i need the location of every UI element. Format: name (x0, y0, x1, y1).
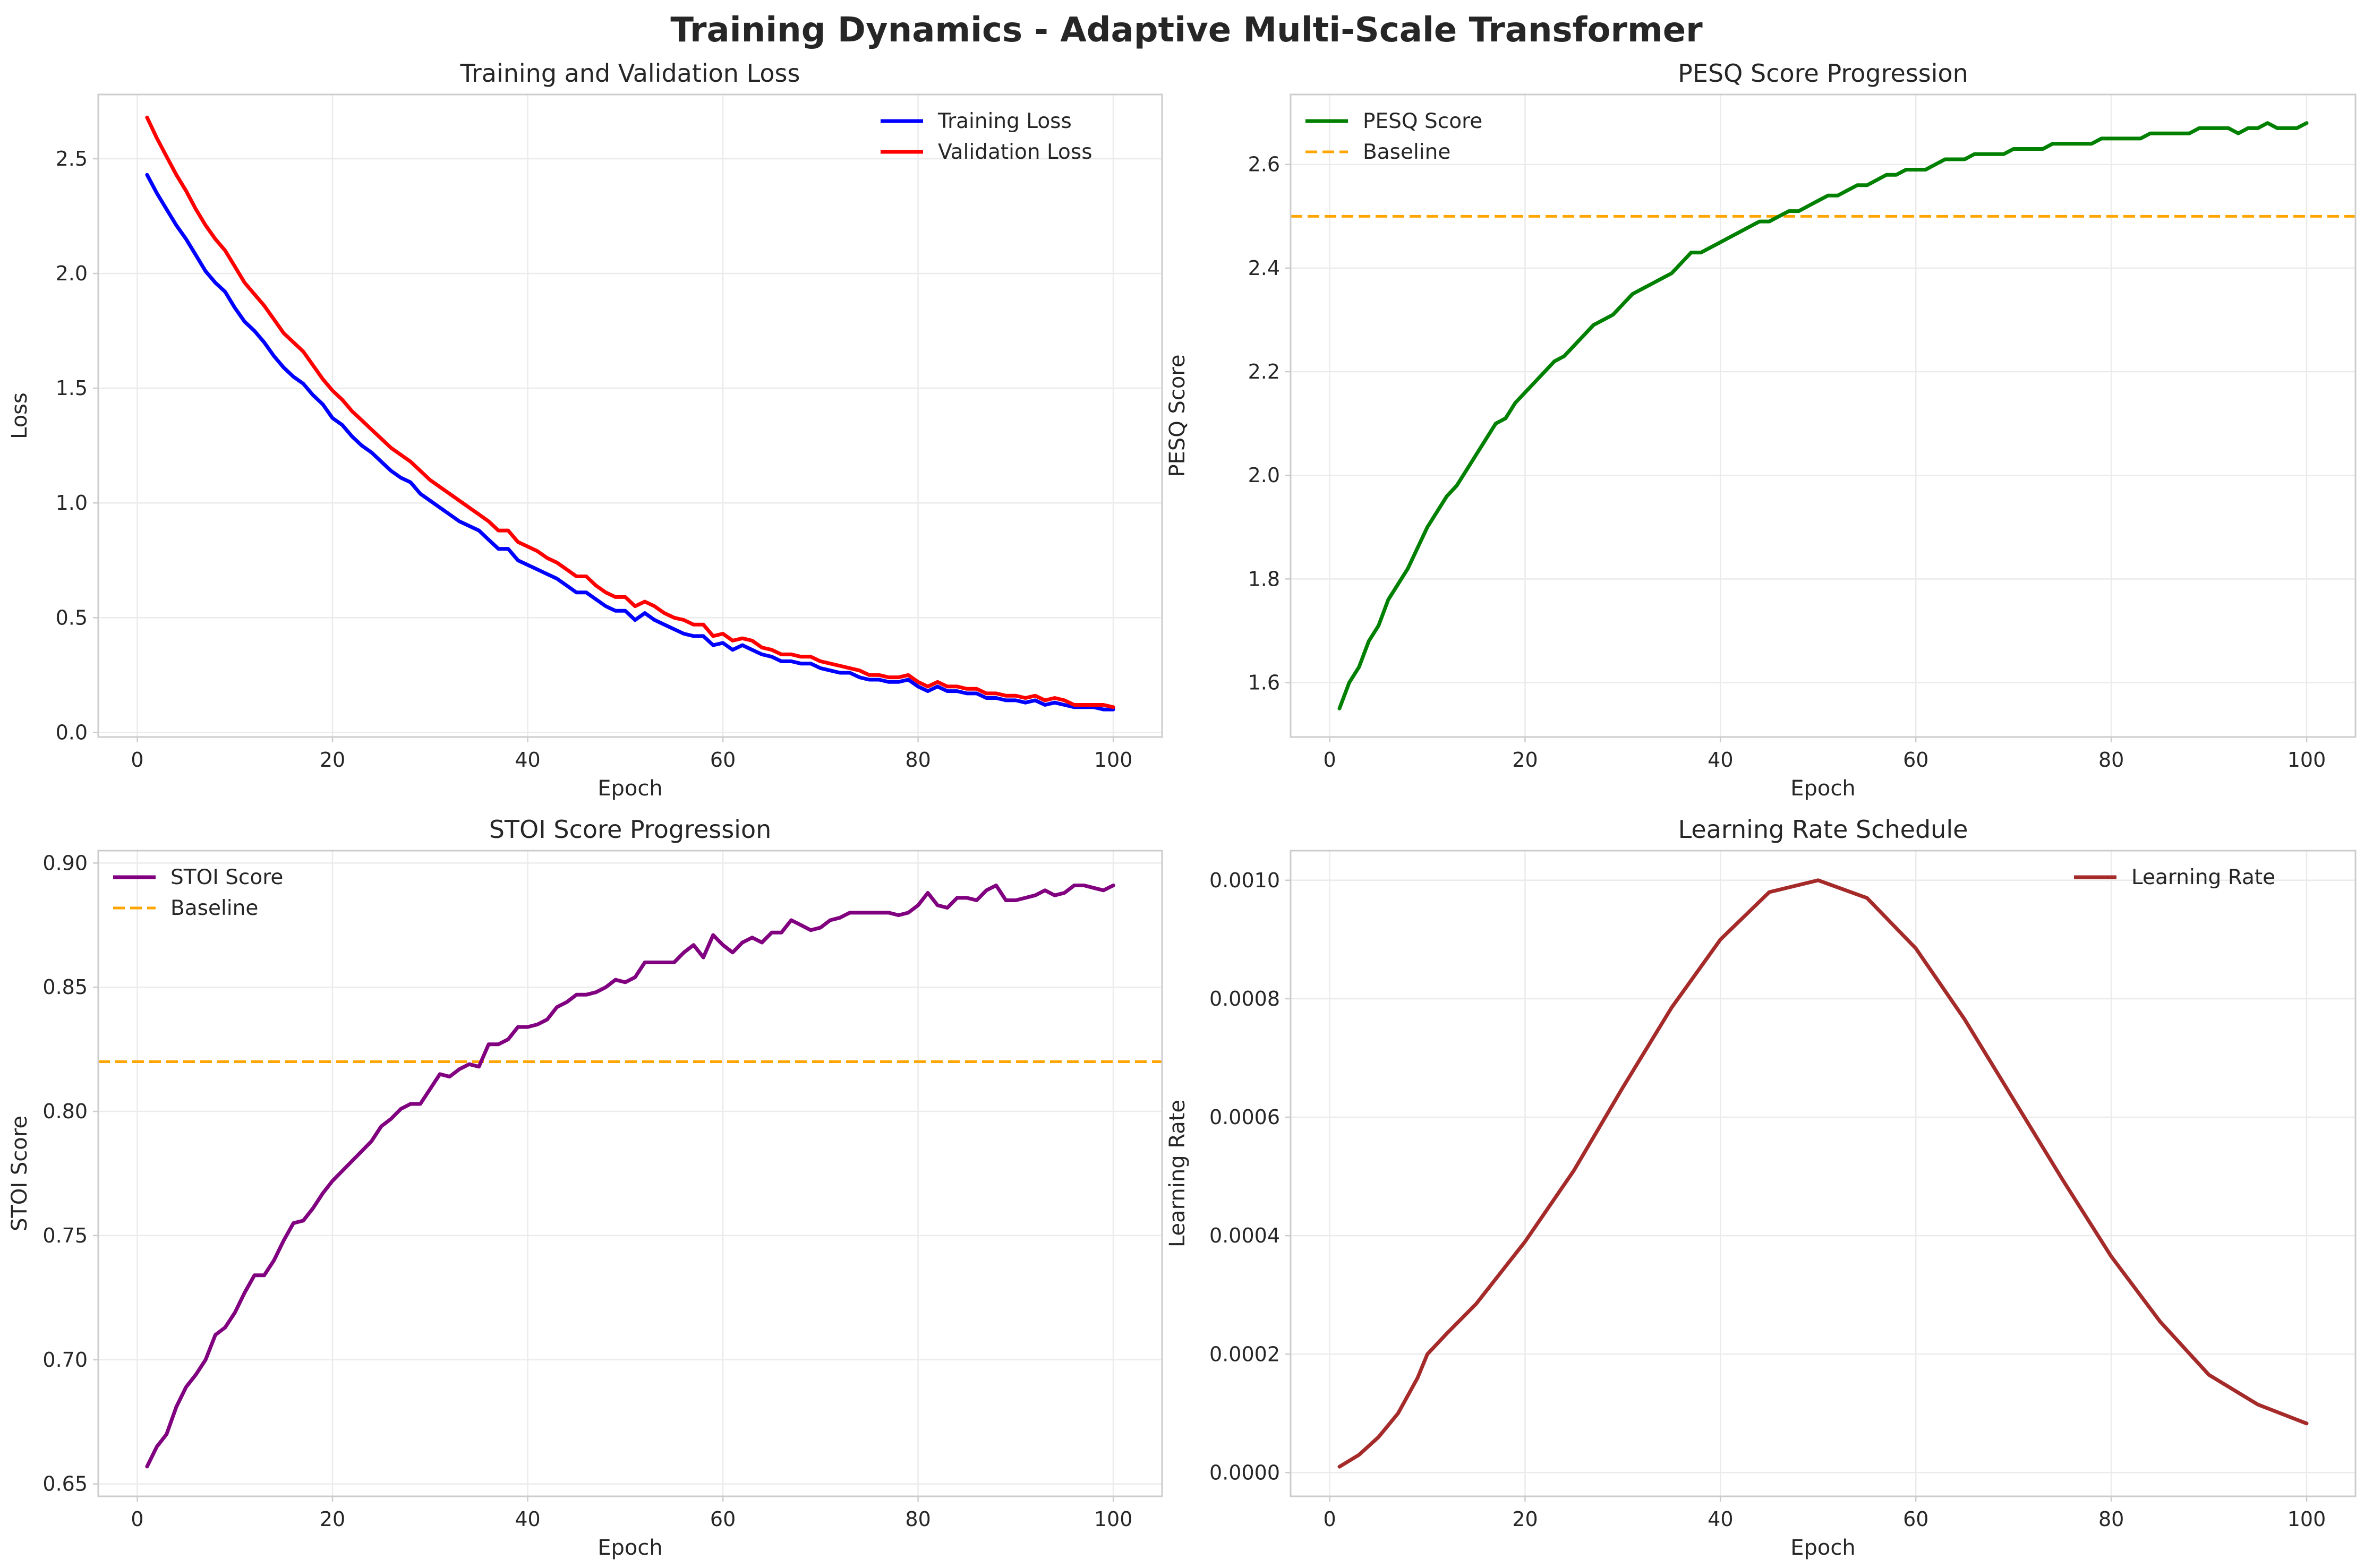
x-tick-label: 60 (1903, 1507, 1928, 1531)
y-tick-label: 0.75 (42, 1224, 88, 1247)
x-tick-label: 60 (1903, 748, 1928, 772)
y-tick-label: 2.6 (1248, 153, 1280, 176)
x-tick-label: 20 (320, 748, 345, 772)
x-tick-label: 80 (905, 748, 931, 772)
y-tick-label: 2.2 (1248, 360, 1280, 383)
y-tick-label: 2.4 (1248, 256, 1280, 280)
x-tick-label: 20 (1512, 1507, 1538, 1531)
x-tick-label: 100 (1094, 1507, 1133, 1531)
x-tick-label: 80 (2098, 1507, 2124, 1531)
legend-label: Training Loss (937, 109, 1072, 133)
panel-title: Training and Validation Loss (460, 59, 800, 88)
x-tick-label: 40 (515, 748, 540, 772)
y-tick-label: 1.6 (1248, 671, 1280, 695)
y-tick-label: 0.0006 (1209, 1106, 1280, 1129)
x-tick-label: 100 (1094, 748, 1133, 772)
x-tick-label: 100 (2287, 1507, 2326, 1531)
y-tick-label: 0.80 (42, 1100, 88, 1123)
y-tick-label: 2.5 (56, 147, 88, 170)
x-tick-label: 0 (131, 1507, 143, 1531)
x-tick-label: 60 (710, 748, 736, 772)
y-tick-label: 0.90 (42, 851, 88, 875)
y-tick-label: 1.5 (56, 376, 88, 400)
legend-label: Baseline (170, 896, 258, 920)
x-axis-label: Epoch (1790, 1536, 1855, 1560)
y-axis-label: STOI Score (7, 1116, 32, 1231)
y-tick-label: 2.0 (1248, 464, 1280, 487)
x-tick-label: 20 (320, 1507, 345, 1531)
panel-title: STOI Score Progression (489, 815, 772, 844)
x-axis-label: Epoch (597, 1536, 662, 1560)
y-tick-label: 0.0010 (1209, 869, 1280, 892)
x-axis-label: Epoch (597, 776, 662, 801)
y-tick-label: 0.0002 (1209, 1342, 1280, 1366)
y-tick-label: 0.65 (42, 1472, 88, 1496)
y-axis-label: PESQ Score (1165, 354, 1190, 477)
legend-label: STOI Score (170, 866, 283, 889)
x-tick-label: 20 (1512, 748, 1538, 772)
x-tick-label: 40 (1708, 748, 1733, 772)
y-tick-label: 0.0004 (1209, 1224, 1280, 1247)
figure-suptitle: Training Dynamics - Adaptive Multi-Scale… (670, 11, 1703, 50)
x-tick-label: 80 (905, 1507, 931, 1531)
x-tick-label: 0 (1323, 1507, 1336, 1531)
panel-title: PESQ Score Progression (1678, 59, 1968, 88)
legend-label: PESQ Score (1363, 109, 1482, 133)
x-tick-label: 40 (515, 1507, 540, 1531)
x-tick-label: 80 (2098, 748, 2124, 772)
legend-label: Learning Rate (2131, 866, 2275, 889)
y-tick-label: 0.0000 (1209, 1461, 1280, 1484)
x-axis-label: Epoch (1790, 776, 1855, 801)
y-axis-label: Loss (7, 392, 32, 439)
y-tick-label: 0.0 (56, 721, 88, 744)
x-tick-label: 40 (1708, 1507, 1733, 1531)
x-tick-label: 100 (2287, 748, 2326, 772)
y-tick-label: 0.85 (42, 975, 88, 999)
y-tick-label: 1.0 (56, 491, 88, 515)
y-axis-label: Learning Rate (1165, 1100, 1190, 1247)
panel-title: Learning Rate Schedule (1678, 815, 1968, 844)
y-tick-label: 1.8 (1248, 567, 1280, 590)
x-tick-label: 60 (710, 1507, 736, 1531)
y-tick-label: 2.0 (56, 262, 88, 285)
x-tick-label: 0 (1323, 748, 1336, 772)
legend-label: Baseline (1363, 140, 1450, 164)
y-tick-label: 0.5 (56, 606, 88, 629)
y-tick-label: 0.70 (42, 1348, 88, 1372)
x-tick-label: 0 (131, 748, 143, 772)
y-tick-label: 0.0008 (1209, 987, 1280, 1010)
legend-label: Validation Loss (938, 140, 1092, 164)
